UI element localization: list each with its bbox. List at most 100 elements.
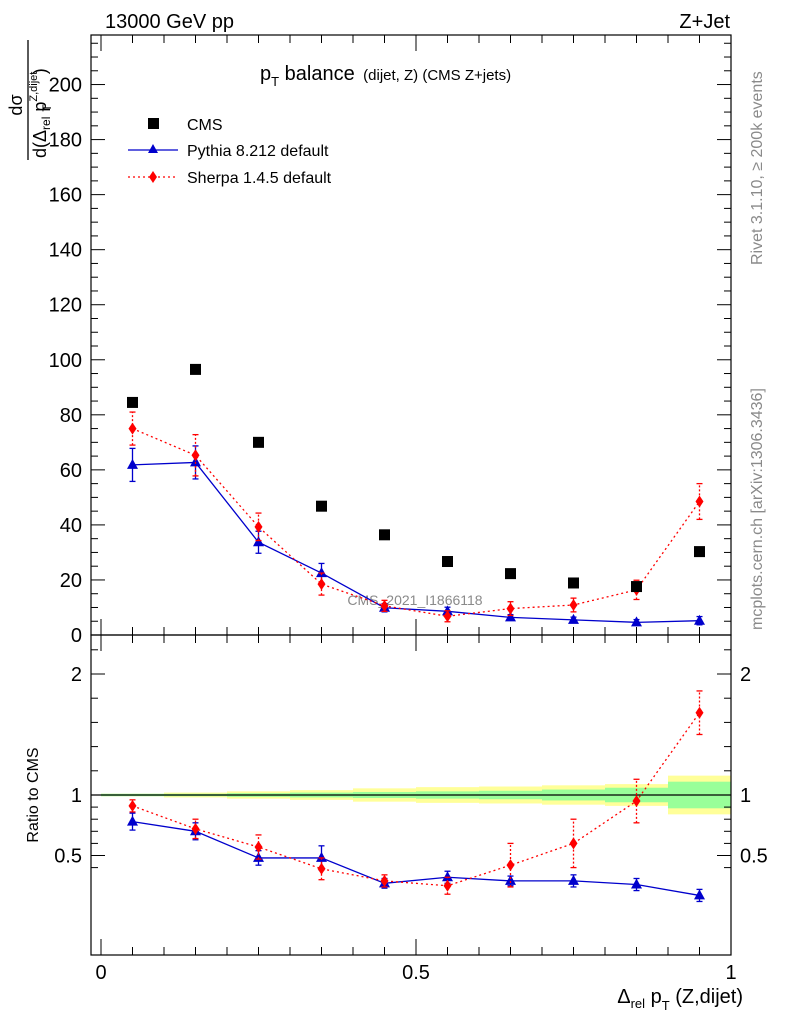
- ratio-xtick-label: 0: [95, 962, 106, 984]
- ratio-ytick-label: 2: [71, 664, 82, 686]
- main-point-cms: [316, 500, 327, 512]
- legend-sherpa-label: Sherpa 1.4.5 default: [187, 170, 332, 187]
- main-point-sherpa: [569, 599, 578, 611]
- ylabel-den-sub: T: [40, 104, 54, 112]
- rivet-label: Rivet 3.1.10, ≥ 200k events: [749, 71, 766, 265]
- ratio-point-pythia: [127, 815, 138, 826]
- ratio-yaxis: 0.5 0.5 1 1 2 2: [54, 649, 768, 869]
- main-ytick-label: 0: [71, 625, 82, 647]
- main-series-line: [132, 461, 700, 623]
- ratio-series-line: [132, 820, 700, 897]
- ratio-point-pythia: [442, 871, 453, 882]
- main-ytick-label: 100: [49, 350, 82, 372]
- legend-pythia-label: Pythia 8.212 default: [187, 143, 329, 160]
- main-ylabel: dσ d(Δrel pZ,dijetT): [6, 40, 54, 160]
- main-xaxis-ticks: [100, 35, 732, 635]
- main-point-cms: [253, 436, 264, 448]
- header-left: 13000 GeV pp: [105, 11, 234, 33]
- main-point-pythia: [631, 616, 642, 627]
- main-ytick-label: 200: [49, 75, 82, 97]
- ratio-ytick-label-right: 1: [740, 785, 751, 807]
- ylabel-den-close: ): [30, 68, 50, 74]
- main-series-line: [132, 427, 701, 617]
- main-point-cms: [631, 581, 642, 593]
- ratio-point-sherpa: [506, 859, 515, 872]
- legend-sherpa-marker: [149, 171, 157, 183]
- main-ytick-label: 80: [60, 405, 82, 427]
- ratio-point-sherpa: [443, 879, 452, 892]
- ratio-series: [127, 690, 705, 903]
- main-ytick-label: 160: [49, 185, 82, 207]
- main-point-sherpa: [128, 422, 137, 435]
- plot-title: pT balance (dijet, Z) (CMS Z+jets): [260, 63, 511, 89]
- title-tail: (CMS Z+jets): [418, 67, 511, 84]
- main-point-cms: [694, 546, 705, 558]
- ylabel-den-d: d(Δ: [30, 130, 50, 158]
- main-point-sherpa: [254, 520, 263, 533]
- mcplots-label: mcplots.cern.ch [arXiv:1306.3436]: [749, 388, 766, 630]
- main-point-sherpa: [317, 578, 326, 591]
- main-series: [127, 363, 705, 627]
- main-ytick-label: 140: [49, 240, 82, 262]
- ratio-point-pythia: [505, 874, 516, 885]
- xlabel-delta: Δ: [617, 986, 630, 1008]
- ratio-point-pythia: [694, 889, 705, 900]
- main-point-pythia: [694, 614, 705, 625]
- title-small: (dijet, Z): [363, 67, 418, 84]
- ratio-point-sherpa: [695, 706, 704, 719]
- ratio-xtick-label: 1: [725, 962, 736, 984]
- ratio-point-sherpa: [191, 822, 200, 835]
- ratio-panel: 0.5 0.51 12 2 0 0.5 1 Ratio to CMS Δrel pT (Z…: [25, 634, 768, 1013]
- watermark: CMS_2021_I1866118: [347, 592, 482, 608]
- ratio-ytick-label: 0.5: [54, 846, 82, 868]
- xlabel-tail: (Z,dijet): [670, 986, 743, 1008]
- ratio-point-sherpa: [380, 874, 389, 887]
- xlabel-rel: rel: [631, 996, 646, 1011]
- main-point-cms: [568, 577, 579, 589]
- ratio-point-sherpa: [254, 841, 263, 854]
- main-panel: 0 20 40 60 80 100 120 140 160 180 200 CMS_2021_I18…: [6, 34, 732, 647]
- main-point-cms: [127, 396, 138, 408]
- legend-cms-marker: [148, 118, 159, 129]
- legend-cms-label: CMS: [187, 117, 223, 134]
- main-point-pythia: [505, 611, 516, 622]
- title-rest: balance: [279, 63, 355, 85]
- title-sub: T: [271, 74, 279, 89]
- xlabel-sub: T: [662, 998, 670, 1013]
- ylabel-numerator: dσ: [6, 94, 26, 115]
- main-yaxis: 0 20 40 60 80 100 120 140 160 180 200: [49, 42, 731, 647]
- main-point-cms: [505, 568, 516, 580]
- main-point-pythia: [316, 567, 327, 578]
- ratio-ylabel: Ratio to CMS: [25, 747, 42, 842]
- ratio-point-sherpa: [632, 795, 641, 808]
- ratio-ytick-label: 1: [71, 785, 82, 807]
- legend: CMS Pythia 8.212 default Sherpa 1.4.5 de…: [128, 117, 332, 187]
- main-point-cms: [190, 363, 201, 375]
- main-point-sherpa: [443, 610, 452, 623]
- ratio-point-pythia: [316, 851, 327, 862]
- main-point-pythia: [253, 536, 264, 547]
- main-point-cms: [379, 529, 390, 541]
- ratio-point-sherpa: [569, 837, 578, 850]
- main-point-pythia: [568, 613, 579, 624]
- title-main: p: [260, 63, 271, 85]
- main-point-sherpa: [380, 599, 389, 612]
- main-ytick-label: 120: [49, 295, 82, 317]
- main-point-sherpa: [695, 495, 704, 508]
- main-ytick-label: 20: [60, 570, 82, 592]
- header-right: Z+Jet: [679, 11, 730, 33]
- ylabel-den-p: p: [30, 102, 50, 117]
- legend-pythia-marker: [148, 144, 158, 153]
- main-point-pythia: [190, 456, 201, 467]
- ylabel-den-rel: rel: [39, 117, 53, 130]
- ratio-xtick-label: 0.5: [402, 962, 430, 984]
- ratio-point-sherpa: [128, 799, 137, 812]
- main-point-cms: [442, 556, 453, 568]
- xlabel-p: p: [645, 986, 662, 1008]
- main-point-sherpa: [191, 449, 200, 462]
- xaxis-label: Δrel pT (Z,dijet): [617, 986, 743, 1013]
- ratio-xaxis: 0 0.5 1: [95, 635, 737, 984]
- ratio-ytick-label-right: 0.5: [740, 846, 768, 868]
- main-point-pythia: [127, 458, 138, 469]
